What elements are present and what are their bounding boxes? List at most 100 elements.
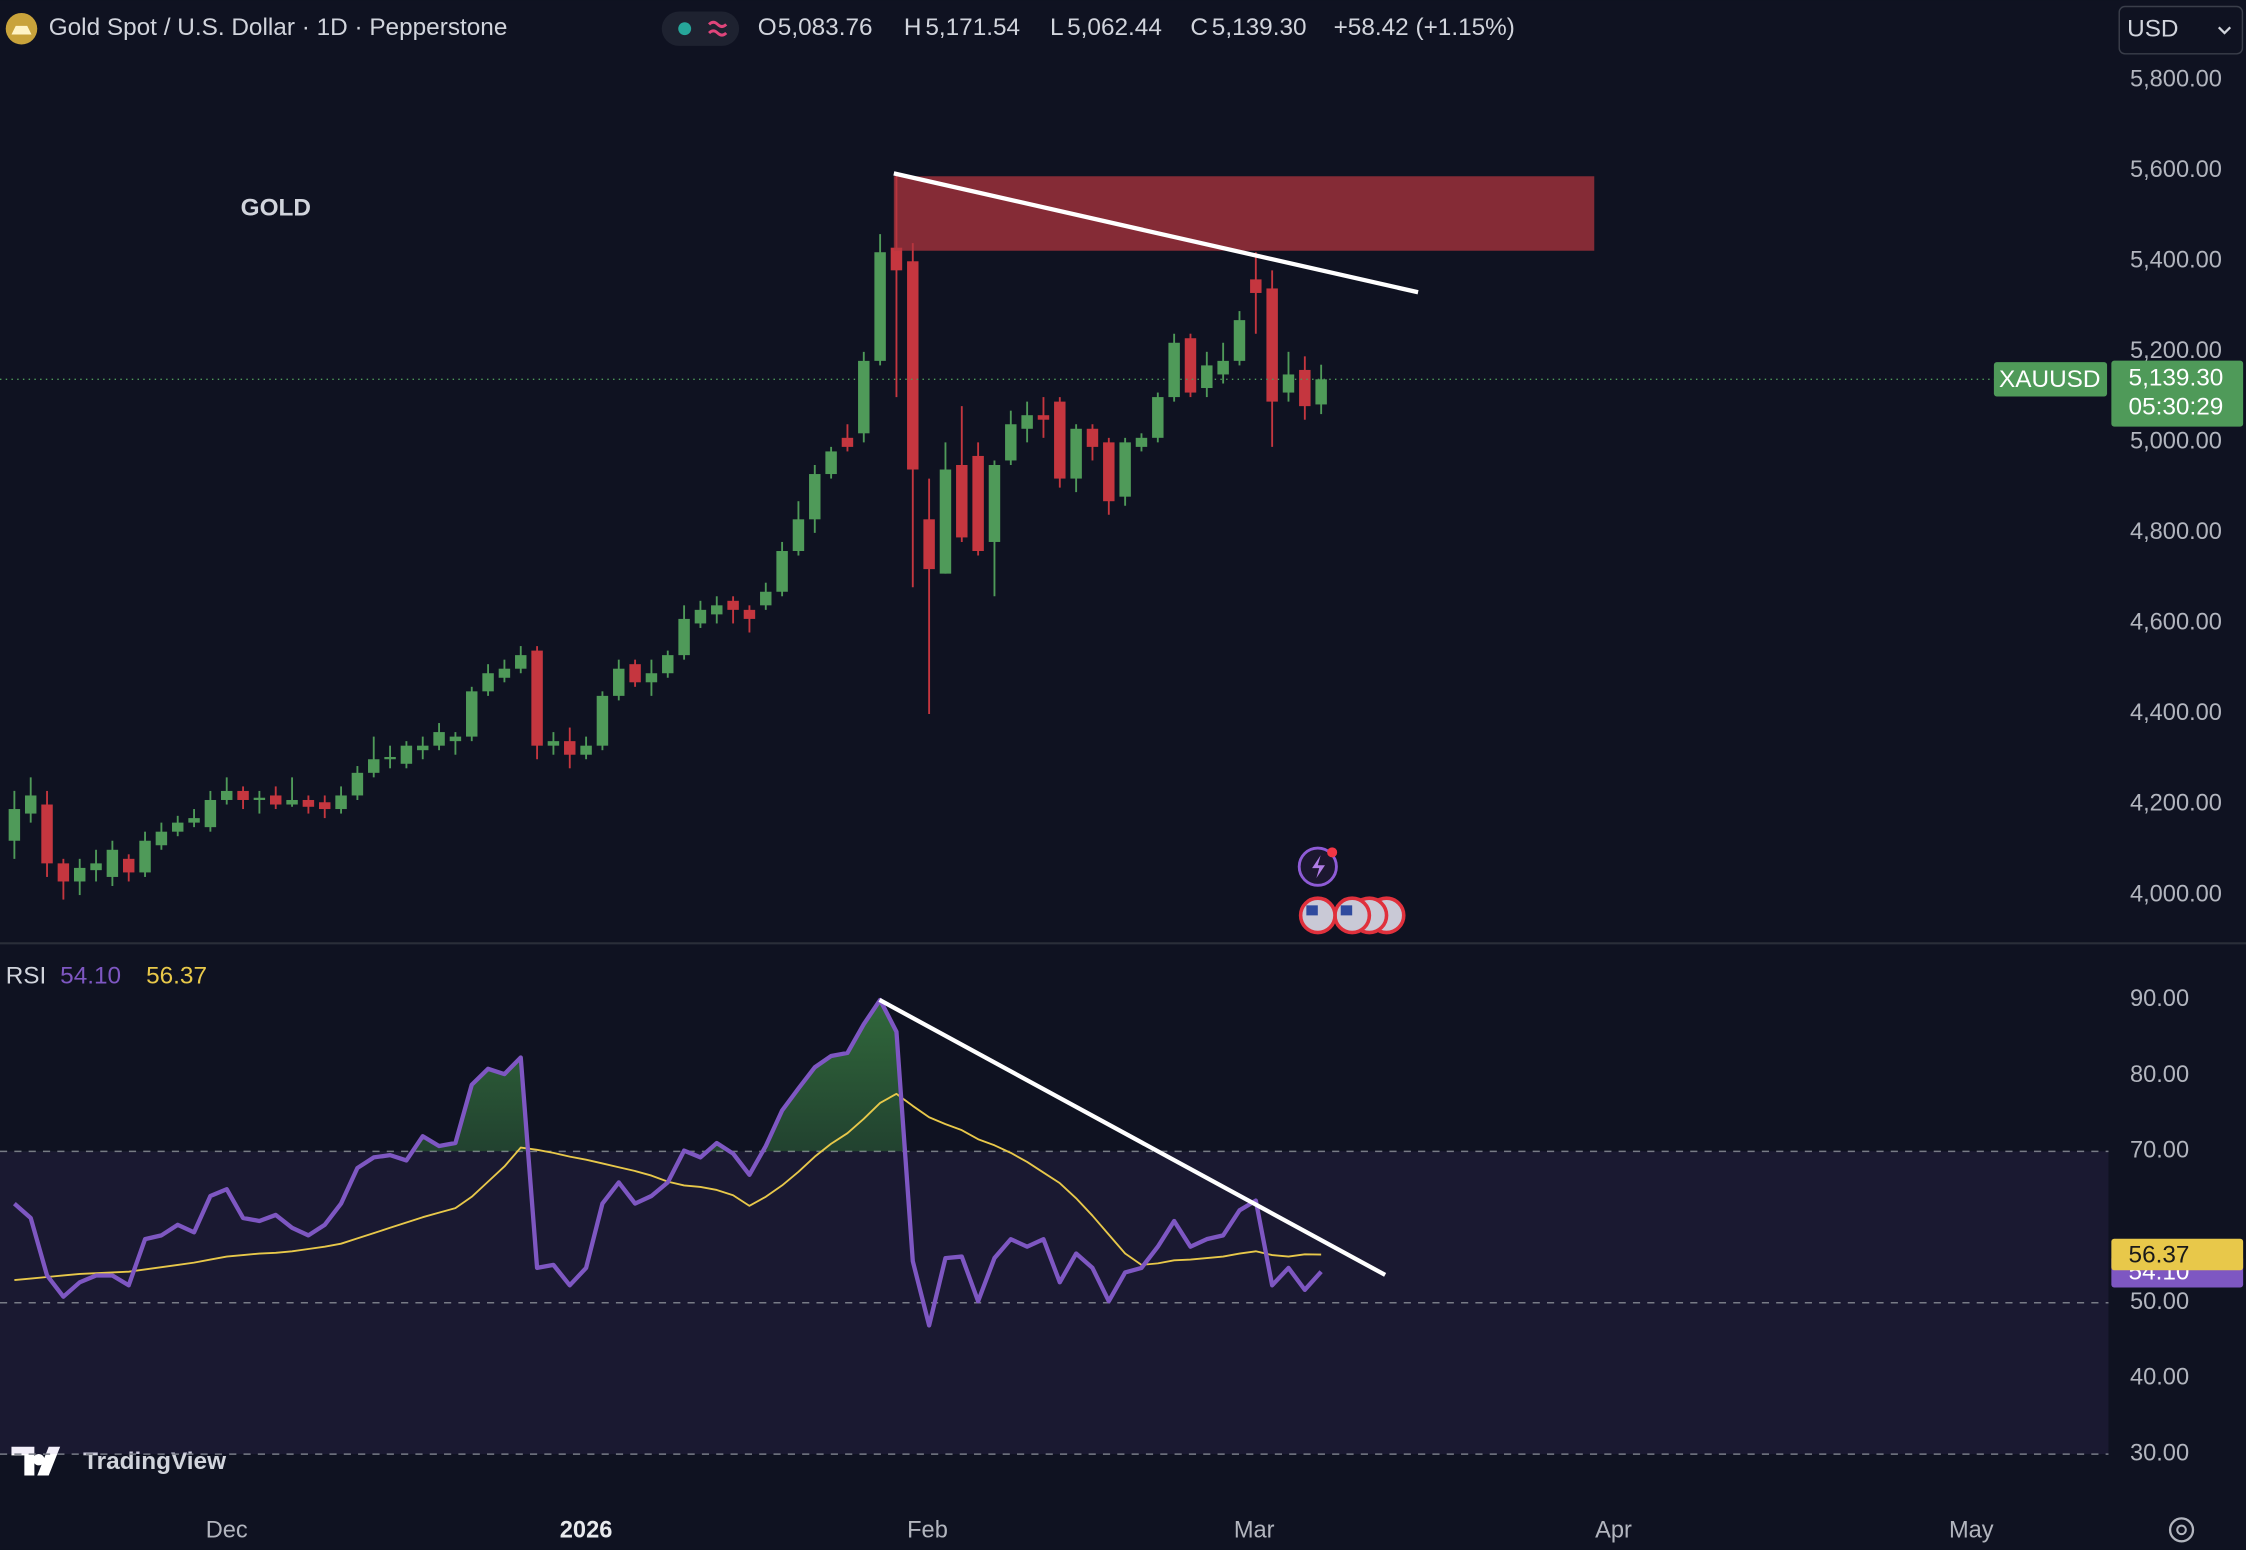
countdown-label: 05:30:29 [2129, 393, 2224, 420]
settings-icon-core [2176, 1524, 2187, 1536]
candle-body [711, 605, 723, 615]
candle-body [171, 822, 184, 832]
candle-body [319, 802, 331, 810]
candle-body [302, 799, 315, 807]
candle-body [727, 600, 739, 610]
economic-events[interactable] [1298, 896, 1406, 935]
candle-body [1315, 379, 1327, 405]
candle-body [662, 655, 674, 674]
x-tick-label: 2026 [560, 1518, 613, 1544]
candle-body [24, 795, 37, 814]
candle-body [988, 464, 1001, 542]
candle-body [90, 863, 102, 871]
x-tick-label: May [1949, 1518, 1994, 1544]
candle-body [57, 863, 70, 882]
candle-body [351, 772, 364, 796]
x-tick-label: Dec [206, 1518, 248, 1544]
candle-body [498, 668, 511, 678]
candle-body [809, 474, 821, 520]
candle-body [874, 252, 886, 361]
rsi-band-fill [0, 1151, 2109, 1455]
close-label: C [1190, 14, 1208, 41]
candle-body [613, 668, 625, 696]
candle-body [1299, 369, 1311, 407]
open-label: O [758, 14, 777, 41]
candle-body [155, 831, 168, 846]
y-tick-label: 90.00 [2130, 986, 2189, 1012]
candle-body [1103, 442, 1115, 502]
candle-body [743, 609, 756, 619]
candle-body [678, 618, 690, 656]
close-value: 5,139.30 [1212, 14, 1307, 41]
rsi-ma-value: 56.37 [146, 962, 207, 989]
symbol-icon-bars [11, 25, 32, 35]
currency-button[interactable] [2118, 5, 2244, 55]
candle-body [8, 809, 21, 841]
candle-body [188, 818, 200, 823]
change-value: +58.42 (+1.15%) [1334, 14, 1515, 41]
y-tick-label: 4,800.00 [2130, 519, 2222, 545]
y-tick-label: 5,400.00 [2130, 248, 2222, 274]
candle-body [368, 759, 380, 773]
candle-body [1201, 365, 1213, 389]
candle-body [564, 741, 576, 755]
candle-body [531, 650, 543, 746]
y-tick-label: 5,000.00 [2130, 429, 2222, 455]
candle-body [841, 437, 854, 447]
candle-body [237, 790, 249, 800]
candle-body [122, 858, 135, 873]
high-label: H [904, 14, 922, 41]
candle-body [449, 736, 462, 742]
candle-body [139, 840, 151, 873]
candle-body [73, 867, 86, 882]
y-tick-label: 40.00 [2130, 1365, 2189, 1391]
x-tick-label: Mar [1234, 1518, 1275, 1544]
event-dot [1327, 847, 1338, 858]
rsi-title[interactable]: RSI [6, 962, 47, 989]
candle-body [760, 591, 772, 606]
low-label: L [1050, 14, 1064, 41]
rsi-badge [2111, 1238, 2244, 1271]
candle-body [1282, 374, 1295, 393]
annotation-text: GOLD [241, 195, 311, 222]
candle-body [1152, 397, 1164, 438]
settings-icon[interactable] [2168, 1517, 2195, 1543]
candle-body [204, 799, 217, 828]
rsi-badge-label: 56.37 [2129, 1241, 2190, 1268]
flag-canton [1306, 905, 1318, 916]
candle-body [1119, 442, 1131, 497]
candle-body [253, 797, 266, 800]
candle-body [1217, 360, 1229, 375]
candle-body [939, 469, 952, 574]
candle-body [956, 464, 968, 538]
candle-body [858, 360, 870, 434]
candle-body [923, 519, 935, 570]
candle-body [1037, 415, 1050, 420]
symbol-title[interactable]: Gold Spot / U.S. Dollar · 1D · Peppersto… [49, 14, 508, 41]
open-value: 5,083.76 [778, 14, 873, 41]
status-pill[interactable] [661, 11, 740, 46]
y-tick-label: 5,200.00 [2130, 338, 2222, 364]
low-value: 5,062.44 [1067, 14, 1162, 41]
candle-body [972, 455, 984, 552]
symbol-badge-label: XAUUSD [1999, 366, 2100, 393]
currency-label[interactable]: USD [2127, 16, 2178, 43]
data-status [708, 20, 728, 37]
watermark: TradingView [83, 1448, 226, 1475]
candle-body [286, 799, 298, 805]
candle-body [547, 741, 560, 746]
candle-body [907, 261, 919, 470]
rsi-trendline [878, 997, 1387, 1277]
candle-body [106, 849, 119, 877]
currency-caret [2217, 26, 2232, 35]
candle-body [1070, 428, 1082, 479]
high-value: 5,171.54 [925, 14, 1020, 41]
rsi-value: 54.10 [60, 962, 121, 989]
candle-body [890, 247, 903, 271]
x-tick-label: Feb [907, 1518, 948, 1544]
candle-body [220, 790, 233, 800]
resistance-zone [893, 176, 1595, 251]
candle-body [384, 756, 396, 760]
